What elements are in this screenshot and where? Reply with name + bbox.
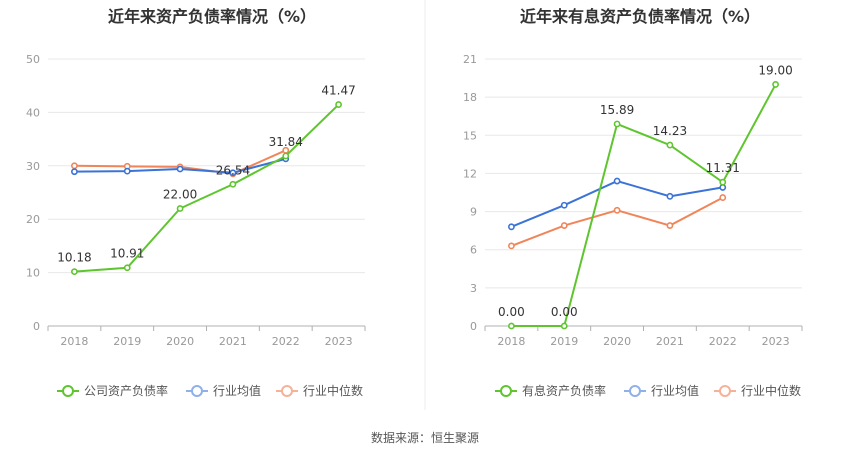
legend-item-0[interactable]: 公司资产负债率	[57, 383, 168, 398]
data-label: 0.00	[498, 305, 525, 319]
series-line-2	[511, 196, 724, 247]
data-point	[772, 81, 779, 88]
data-label: 22.00	[163, 188, 197, 202]
data-point	[508, 242, 515, 250]
y-tick-label: 10	[26, 267, 40, 280]
legend-item-0[interactable]: 有息资产负债率	[495, 383, 606, 398]
y-tick-label: 9	[470, 206, 477, 219]
x-tick-label: 2019	[113, 335, 141, 348]
y-tick-label: 30	[26, 160, 40, 173]
data-point	[666, 192, 674, 200]
legend-marker	[500, 385, 512, 397]
chart-debt-ratio: 近年来资产负债率情况（%） 0 10 20 30 40 50 2018 2019 2020 2021…	[26, 7, 366, 398]
chart-interest-debt-ratio: 近年来有息资产负债率情况（%） 0 3 6 9 12 15 18 21 2018 2019 2020 2…	[463, 7, 803, 398]
y-tick-label: 21	[463, 53, 477, 66]
legend-item-1[interactable]: 行业均值	[624, 383, 699, 398]
data-point	[282, 152, 290, 160]
data-point	[71, 162, 78, 170]
legend-marker	[191, 385, 203, 397]
data-point	[613, 177, 621, 185]
data-point	[613, 120, 621, 128]
data-label: 11.31	[706, 161, 740, 175]
data-point	[719, 178, 727, 186]
series-line-1	[511, 179, 723, 228]
data-label: 14.23	[653, 124, 687, 138]
data-point	[666, 222, 674, 229]
data-point	[613, 206, 621, 214]
legend-item-2[interactable]: 行业中位数	[714, 383, 801, 398]
legend-label: 公司资产负债率	[84, 383, 168, 398]
data-label: 10.18	[57, 251, 91, 265]
legend-marker	[281, 385, 293, 397]
data-point	[71, 168, 78, 176]
chart-title: 近年来有息资产负债率情况（%）	[520, 7, 760, 26]
data-point	[508, 223, 515, 231]
data-point	[666, 141, 674, 149]
legend-label: 行业均值	[213, 383, 261, 398]
chart-title: 近年来资产负债率情况（%）	[108, 7, 316, 26]
x-tick-label: 2020	[603, 335, 631, 348]
data-label: 10.91	[110, 247, 144, 261]
data-label: 41.47	[321, 84, 355, 98]
data-label: 26.54	[216, 163, 250, 177]
y-tick-label: 3	[470, 282, 477, 295]
data-point	[508, 322, 515, 330]
data-point	[719, 194, 727, 201]
x-tick-label: 2023	[325, 335, 353, 348]
data-point	[560, 201, 568, 209]
x-tick-label: 2021	[219, 335, 247, 348]
legend-label: 有息资产负债率	[522, 383, 606, 398]
legend-marker	[719, 385, 731, 397]
data-label: 19.00	[758, 63, 792, 77]
data-point	[176, 205, 184, 212]
x-tick-label: 2022	[709, 335, 737, 348]
x-tick-label: 2018	[497, 335, 525, 348]
data-label: 31.84	[269, 135, 303, 149]
x-tick-label: 2022	[272, 335, 300, 348]
data-point	[560, 222, 568, 229]
data-point	[123, 264, 131, 272]
legend-label: 行业中位数	[303, 383, 363, 398]
data-point	[335, 101, 342, 108]
y-tick-label: 50	[26, 53, 40, 66]
data-point	[229, 180, 237, 188]
x-tick-label: 2018	[60, 335, 88, 348]
data-label: 15.89	[600, 103, 634, 117]
data-source: 数据来源：恒生聚源	[371, 430, 479, 445]
x-tick-label: 2021	[656, 335, 684, 348]
data-point	[123, 167, 131, 175]
y-tick-label: 20	[26, 213, 40, 226]
y-tick-label: 40	[26, 106, 40, 119]
y-tick-label: 15	[463, 129, 477, 142]
x-tick-label: 2020	[166, 335, 194, 348]
data-point	[560, 322, 568, 330]
data-point	[71, 268, 78, 276]
y-tick-label: 0	[470, 320, 477, 333]
series-line-0	[74, 103, 340, 273]
legend-label: 行业均值	[651, 383, 699, 398]
x-tick-label: 2023	[762, 335, 790, 348]
data-label: 0.00	[551, 305, 578, 319]
y-tick-label: 6	[470, 244, 477, 257]
legend-label: 行业中位数	[741, 383, 801, 398]
legend-marker	[629, 385, 641, 397]
data-point	[176, 165, 184, 173]
y-tick-label: 0	[33, 320, 40, 333]
y-tick-label: 12	[463, 167, 477, 180]
legend-item-1[interactable]: 行业均值	[186, 383, 261, 398]
y-tick-label: 18	[463, 91, 477, 104]
legend-item-2[interactable]: 行业中位数	[276, 383, 363, 398]
series-line-0	[511, 83, 777, 327]
x-tick-label: 2019	[550, 335, 578, 348]
legend-marker	[62, 385, 74, 397]
data-point	[229, 169, 237, 177]
